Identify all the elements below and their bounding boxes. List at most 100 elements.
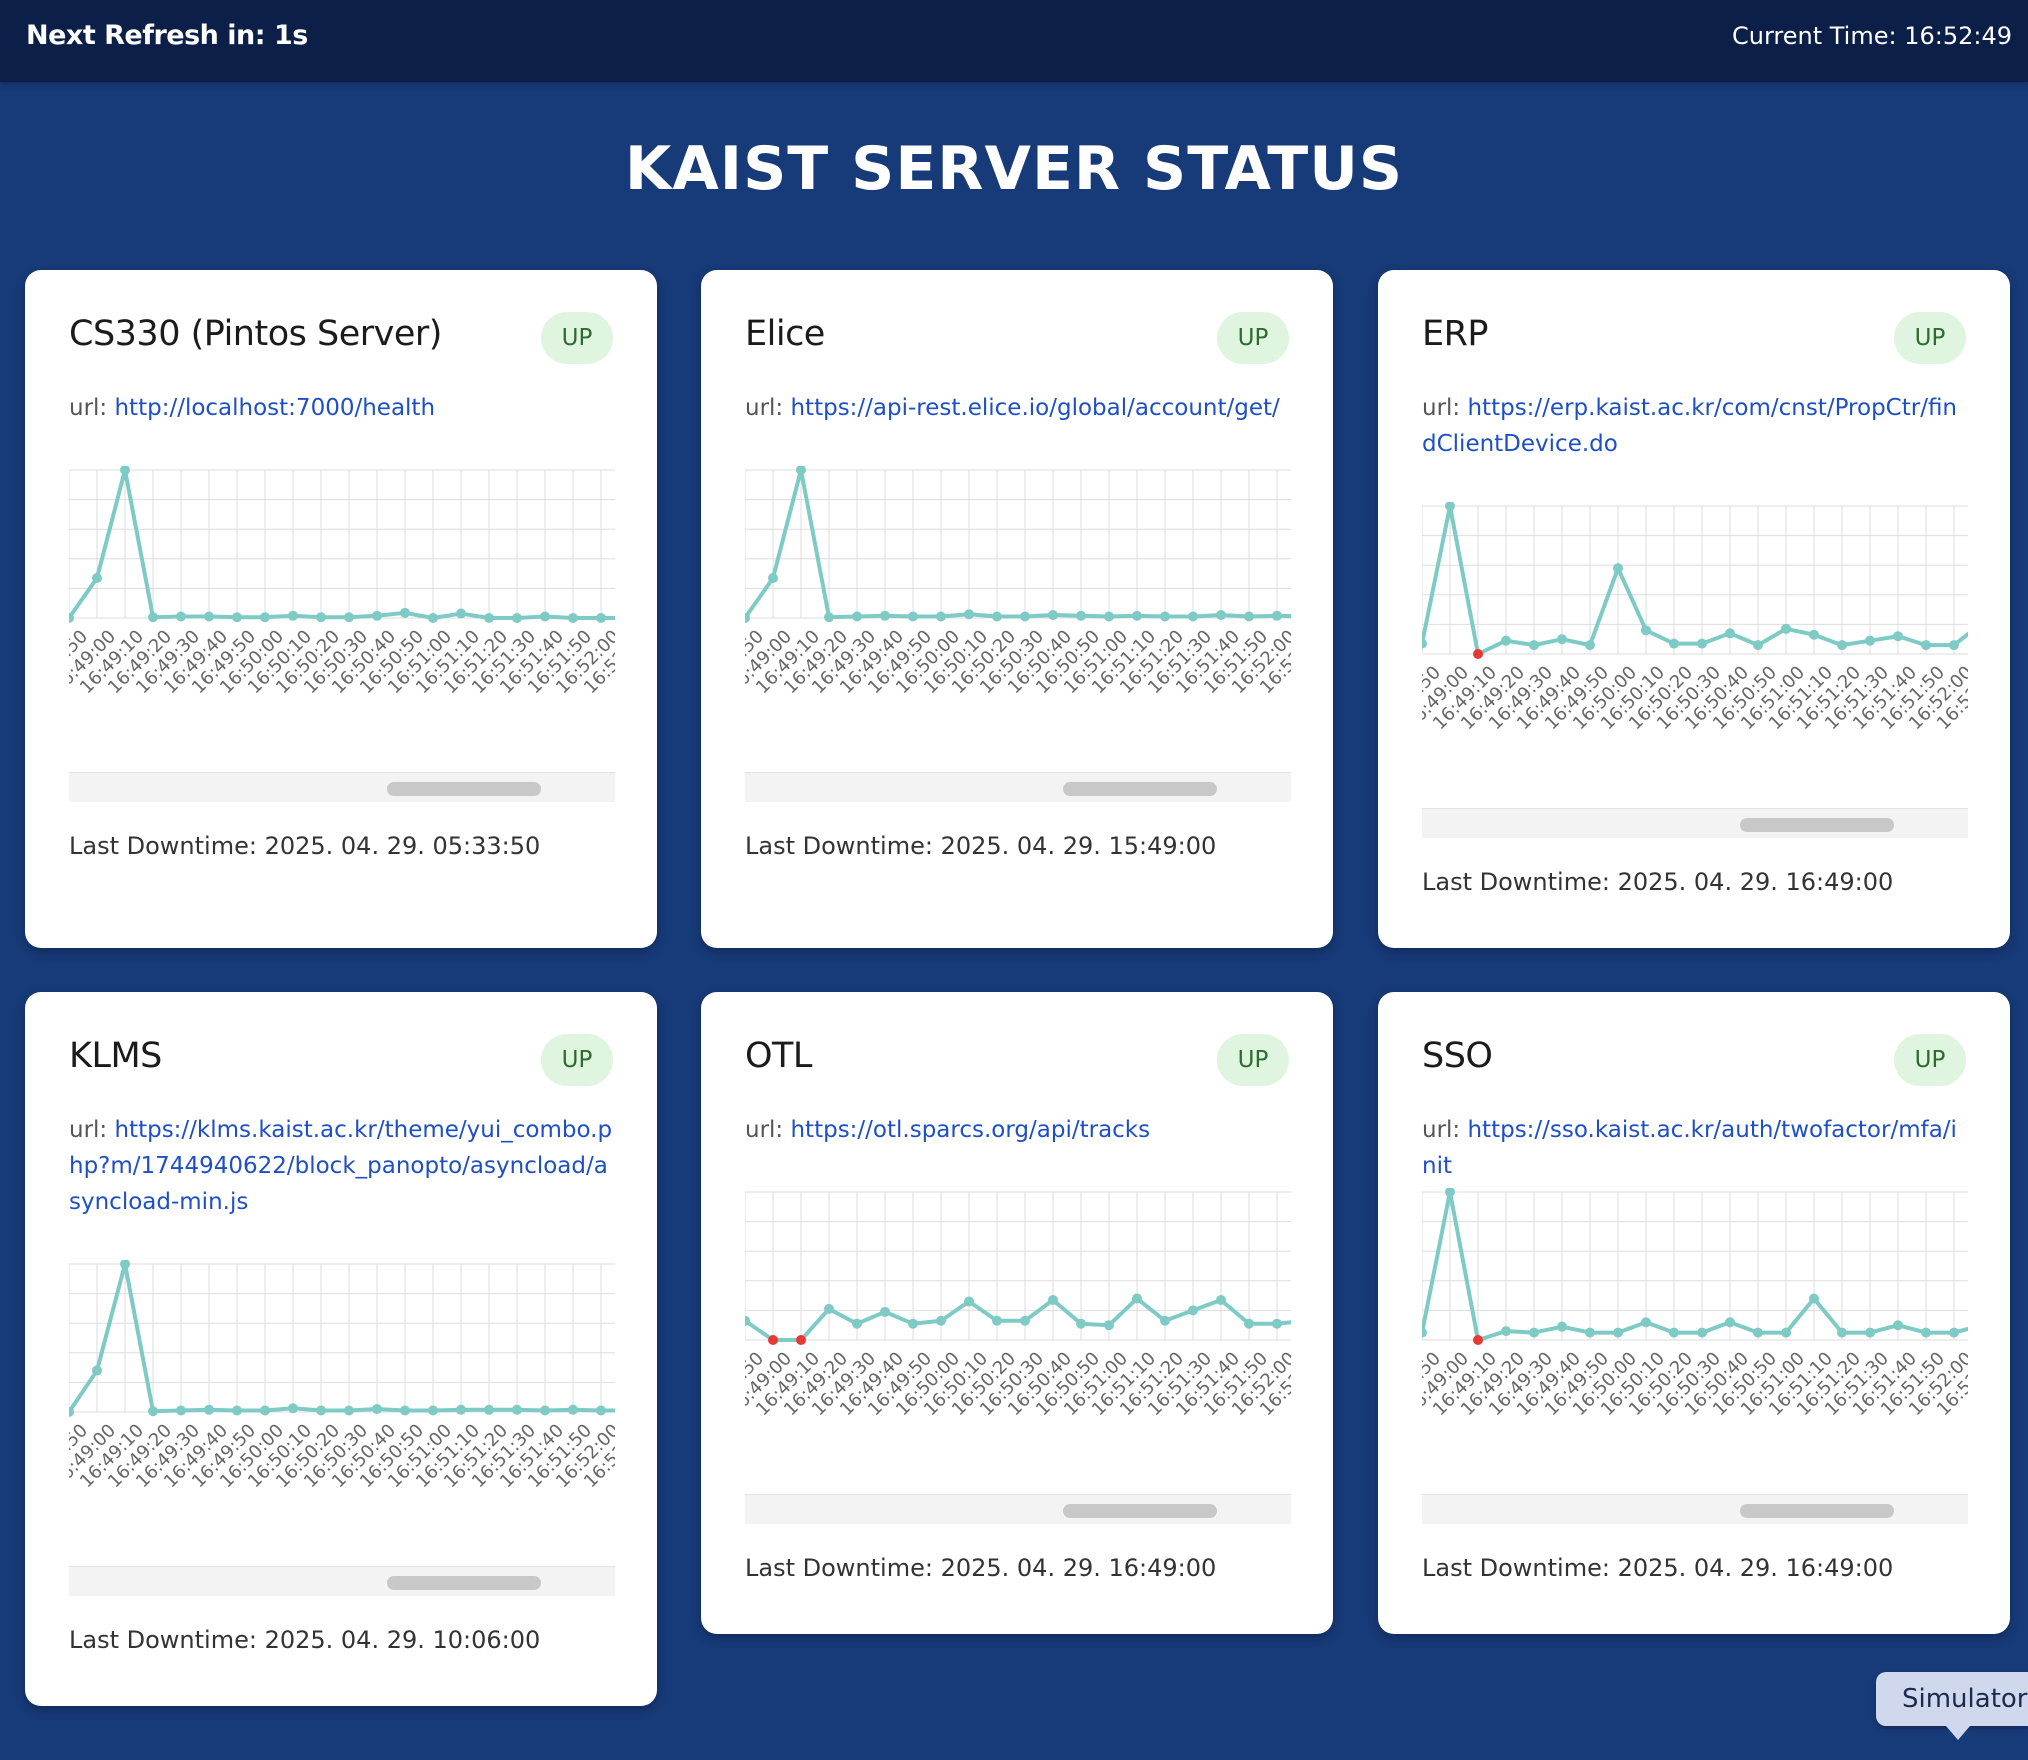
data-point: [936, 1315, 946, 1326]
data-point: [1697, 1327, 1707, 1338]
scrollbar-thumb[interactable]: [1740, 818, 1894, 832]
service-card-elice: Elice UP url: https://api-rest.elice.io/…: [701, 270, 1333, 948]
current-time: Current Time: 16:52:49: [1731, 22, 2012, 50]
data-point: [992, 611, 1002, 622]
data-point: [512, 613, 522, 623]
chart-scrollbar[interactable]: [69, 772, 615, 802]
status-badge: UP: [1894, 1034, 1966, 1086]
data-point: [1272, 1318, 1282, 1329]
data-point: [1669, 1327, 1679, 1338]
series-line: [69, 468, 615, 620]
data-point: [316, 1405, 326, 1416]
status-badge: UP: [541, 1034, 613, 1086]
data-point: [1753, 1327, 1763, 1338]
data-point: [1216, 610, 1226, 621]
data-point: [120, 1260, 130, 1269]
data-point: [1893, 1320, 1903, 1331]
series-line: [1422, 504, 1968, 656]
last-downtime: Last Downtime: 2025. 04. 29. 10:06:00: [69, 1626, 541, 1654]
data-point: [880, 610, 890, 621]
data-point: [540, 611, 550, 622]
service-card-otl: OTL UP url: https://otl.sparcs.org/api/t…: [701, 992, 1333, 1634]
data-point: [148, 1406, 158, 1417]
data-point: [1188, 611, 1198, 622]
data-point: [1501, 1326, 1511, 1337]
data-point: [1557, 1321, 1567, 1332]
status-badge: UP: [541, 312, 613, 364]
data-point: [120, 466, 130, 475]
data-point: [824, 1303, 834, 1314]
response-time-chart: 16:48:5016:49:0016:49:1016:49:2016:49:30…: [745, 466, 1291, 698]
data-point: [1725, 1317, 1735, 1328]
simulator-tab[interactable]: Simulator: [1876, 1672, 2028, 1740]
data-point: [260, 612, 270, 623]
chart-scrollbar[interactable]: [1422, 808, 1968, 838]
service-name: SSO: [1422, 1036, 1493, 1076]
scrollbar-thumb[interactable]: [387, 782, 541, 796]
chart-grid: [745, 1191, 1291, 1341]
data-point: [964, 1296, 974, 1307]
status-badge: UP: [1217, 312, 1289, 364]
data-point: [1837, 640, 1847, 651]
service-url-link[interactable]: http://localhost:7000/health: [114, 395, 436, 421]
data-point: [1697, 638, 1707, 649]
service-name: Elice: [745, 314, 825, 354]
service-url-link[interactable]: https://sso.kaist.ac.kr/auth/twofactor/m…: [1422, 1117, 1957, 1179]
data-point: [992, 1315, 1002, 1326]
data-point: [428, 1405, 438, 1416]
chart-scrollbar[interactable]: [745, 772, 1291, 802]
service-url-link[interactable]: https://api-rest.elice.io/global/account…: [790, 395, 1280, 421]
data-point: [1104, 611, 1114, 622]
scrollbar-thumb[interactable]: [1063, 782, 1217, 796]
service-url-link[interactable]: https://erp.kaist.ac.kr/com/cnst/PropCtr…: [1422, 395, 1958, 457]
scrollbar-thumb[interactable]: [387, 1576, 541, 1590]
data-point: [400, 1405, 410, 1416]
data-point: [1020, 1315, 1030, 1326]
service-url-link[interactable]: https://otl.sparcs.org/api/tracks: [790, 1117, 1151, 1143]
data-point: [1641, 1317, 1651, 1328]
data-point: [1445, 502, 1455, 511]
status-badge: UP: [1217, 1034, 1289, 1086]
chart-scrollbar[interactable]: [69, 1566, 615, 1596]
data-point: [1104, 1320, 1114, 1331]
data-point: [176, 1405, 186, 1416]
chart-grid: [745, 469, 1291, 619]
last-downtime: Last Downtime: 2025. 04. 29. 05:33:50: [69, 832, 541, 860]
url-label: url:: [745, 1117, 791, 1143]
data-point: [936, 611, 946, 622]
data-point: [512, 1404, 522, 1415]
data-point: [372, 610, 382, 621]
data-point: [768, 573, 778, 584]
scrollbar-thumb[interactable]: [1740, 1504, 1894, 1518]
chart-scrollbar[interactable]: [745, 1494, 1291, 1524]
next-refresh-countdown: Next Refresh in: 1s: [26, 20, 308, 51]
chart-scrollbar[interactable]: [1422, 1494, 1968, 1524]
data-point: [1809, 1293, 1819, 1304]
data-point: [456, 608, 466, 619]
data-point: [344, 612, 354, 623]
service-url: url: http://localhost:7000/health: [69, 390, 617, 426]
data-point: [1160, 1315, 1170, 1326]
data-point: [1865, 1327, 1875, 1338]
url-label: url:: [1422, 395, 1468, 421]
data-point: [568, 1404, 578, 1415]
response-time-chart: 16:48:5016:49:0016:49:1016:49:2016:49:30…: [745, 1191, 1291, 1420]
data-point: [232, 1405, 242, 1416]
data-point: [92, 1365, 102, 1376]
data-point: [1753, 640, 1763, 651]
status-badge: UP: [1894, 312, 1966, 364]
service-url: url: https://api-rest.elice.io/global/ac…: [745, 390, 1293, 426]
data-point: [1669, 638, 1679, 649]
service-name: KLMS: [69, 1036, 162, 1076]
page-title: KAIST SERVER STATUS: [624, 134, 1404, 204]
data-point: [344, 1405, 354, 1416]
data-point: [204, 611, 214, 622]
service-url-link[interactable]: https://klms.kaist.ac.kr/theme/yui_combo…: [69, 1117, 613, 1215]
url-label: url:: [1422, 1117, 1468, 1143]
data-point-down: [768, 1335, 778, 1345]
data-point: [1725, 628, 1735, 639]
service-url: url: https://sso.kaist.ac.kr/auth/twofac…: [1422, 1112, 1970, 1184]
data-point-down: [1473, 1335, 1483, 1345]
scrollbar-thumb[interactable]: [1063, 1504, 1217, 1518]
data-point: [1422, 1327, 1427, 1338]
